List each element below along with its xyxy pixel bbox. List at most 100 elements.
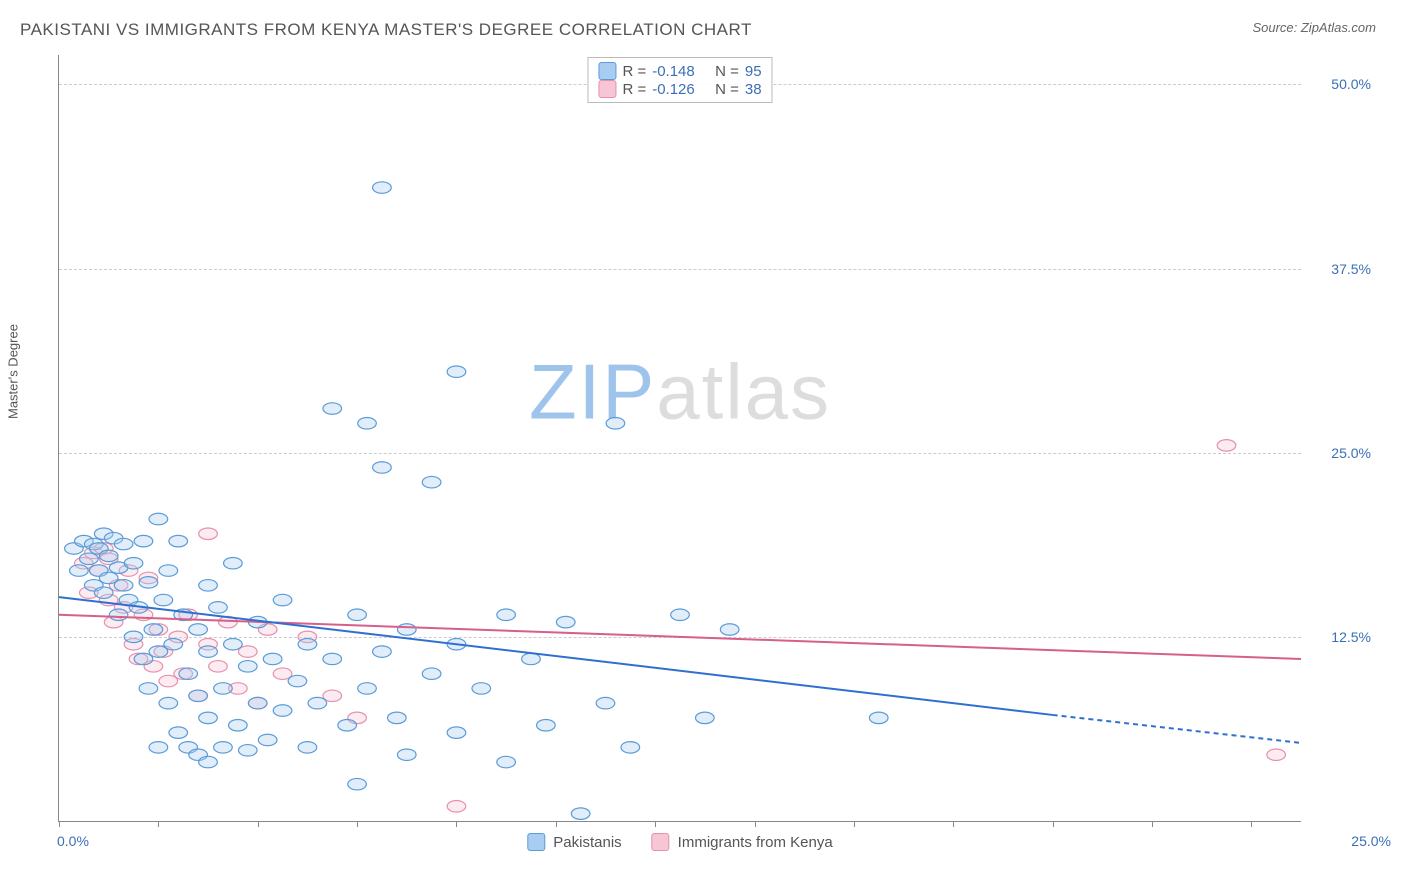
data-point (323, 653, 342, 664)
data-point (522, 653, 541, 664)
data-point (358, 683, 377, 694)
y-tick-label: 37.5% (1311, 261, 1371, 277)
data-point (199, 646, 218, 657)
x-tick-mark (456, 821, 457, 827)
y-tick-label: 25.0% (1311, 445, 1371, 461)
data-point (869, 712, 888, 723)
data-point (199, 712, 218, 723)
data-point (70, 565, 89, 576)
series-legend-item: Immigrants from Kenya (652, 833, 833, 851)
data-point (199, 528, 218, 539)
data-point (338, 720, 357, 731)
data-point (348, 778, 367, 789)
x-tick-mark (1152, 821, 1153, 827)
data-point (606, 418, 625, 429)
data-point (373, 182, 392, 193)
data-point (154, 594, 173, 605)
data-point (229, 720, 248, 731)
data-point (472, 683, 491, 694)
source-attribution: Source: ZipAtlas.com (1252, 20, 1376, 35)
data-point (288, 675, 307, 686)
data-point (273, 705, 292, 716)
data-point (199, 580, 218, 591)
x-tick-mark (854, 821, 855, 827)
data-point (308, 697, 327, 708)
data-point (209, 602, 228, 613)
data-point (273, 594, 292, 605)
data-point (596, 697, 615, 708)
data-point (238, 745, 257, 756)
data-point (571, 808, 590, 819)
data-point (149, 742, 168, 753)
data-point (124, 557, 143, 568)
x-tick-mark (258, 821, 259, 827)
data-point (447, 366, 466, 377)
data-point (124, 631, 143, 642)
legend-swatch (598, 62, 616, 80)
legend-swatch (652, 833, 670, 851)
data-point (298, 638, 317, 649)
data-point (224, 638, 243, 649)
y-tick-label: 50.0% (1311, 76, 1371, 92)
data-point (139, 683, 158, 694)
data-point (114, 580, 133, 591)
data-point (94, 587, 113, 598)
data-point (238, 661, 257, 672)
data-point (189, 624, 208, 635)
data-point (397, 749, 416, 760)
data-point (298, 742, 317, 753)
series-legend-label: Pakistanis (553, 834, 621, 851)
y-tick-label: 12.5% (1311, 629, 1371, 645)
plot-area: ZIPatlas R =-0.148 N =95R =-0.126 N =38 … (58, 55, 1301, 822)
series-legend-item: Pakistanis (527, 833, 621, 851)
chart-title: PAKISTANI VS IMMIGRANTS FROM KENYA MASTE… (20, 20, 752, 40)
data-point (209, 661, 228, 672)
data-point (1267, 749, 1286, 760)
legend-swatch (527, 833, 545, 851)
data-point (189, 690, 208, 701)
x-tick-mark (953, 821, 954, 827)
data-point (720, 624, 739, 635)
data-point (397, 624, 416, 635)
data-point (134, 535, 153, 546)
series-legend: Pakistanis Immigrants from Kenya (527, 833, 832, 851)
x-tick-mark (59, 821, 60, 827)
chart-container: Master's Degree ZIPatlas R =-0.148 N =95… (18, 55, 1376, 862)
data-point (258, 734, 277, 745)
stats-legend-row: R =-0.148 N =95 (598, 62, 761, 80)
data-point (159, 565, 178, 576)
data-point (214, 742, 233, 753)
x-tick-mark (556, 821, 557, 827)
data-point (696, 712, 715, 723)
data-point (348, 609, 367, 620)
data-point (224, 557, 243, 568)
data-point (1217, 440, 1236, 451)
data-point (164, 638, 183, 649)
data-point (447, 801, 466, 812)
x-tick-mark (1251, 821, 1252, 827)
data-point (109, 609, 128, 620)
x-axis-min-label: 0.0% (57, 833, 89, 849)
legend-swatch (598, 80, 616, 98)
data-point (139, 577, 158, 588)
data-point (422, 476, 441, 487)
data-point (671, 609, 690, 620)
data-point (621, 742, 640, 753)
data-point (497, 609, 516, 620)
data-point (169, 727, 188, 738)
x-tick-mark (158, 821, 159, 827)
trend-line (1053, 715, 1301, 743)
data-point (556, 616, 575, 627)
data-point (263, 653, 282, 664)
data-point (159, 697, 178, 708)
x-tick-mark (1053, 821, 1054, 827)
series-legend-label: Immigrants from Kenya (678, 834, 833, 851)
stats-legend-row: R =-0.126 N =38 (598, 80, 761, 98)
data-point (114, 538, 133, 549)
data-point (144, 624, 163, 635)
data-point (537, 720, 556, 731)
data-point (422, 668, 441, 679)
data-point (497, 756, 516, 767)
x-tick-mark (357, 821, 358, 827)
data-point (179, 668, 198, 679)
